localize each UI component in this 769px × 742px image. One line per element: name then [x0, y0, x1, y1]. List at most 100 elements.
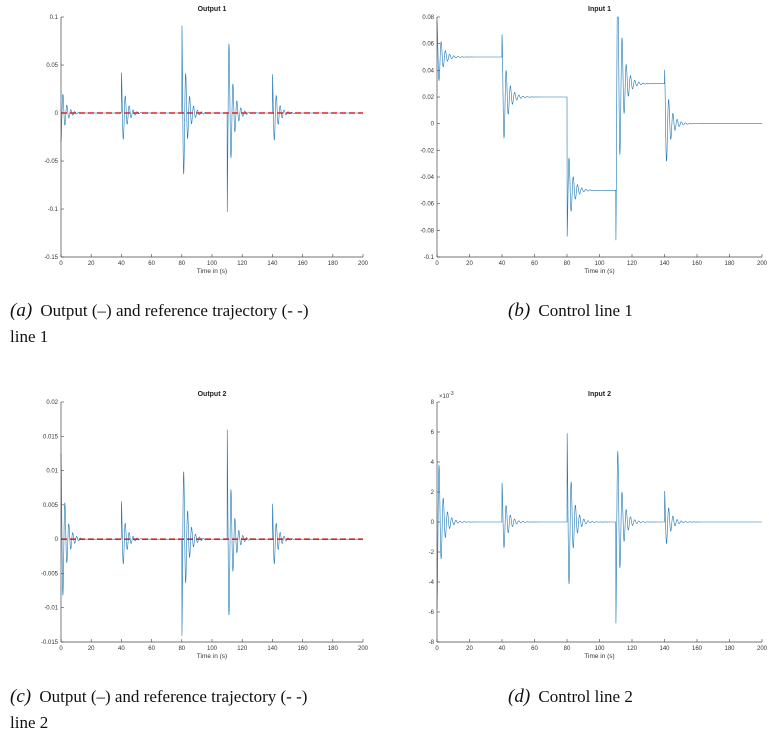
y-tick-label: 0.05 — [46, 63, 58, 69]
y-tick-label: -0.04 — [420, 175, 434, 181]
x-tick-label: 120 — [627, 646, 638, 652]
caption-d-text: Control line 2 — [538, 687, 633, 706]
x-tick-label: 160 — [692, 646, 703, 652]
x-tick-label: 40 — [118, 261, 125, 267]
x-tick-label: 80 — [178, 646, 185, 652]
caption-a-text2: line 1 — [10, 327, 49, 346]
x-tick-label: 20 — [466, 261, 473, 267]
chart-title: Input 2 — [588, 391, 611, 398]
chart-title: Output 2 — [198, 391, 227, 398]
chart-input-2-svg: 0 20 40 60 80 100 120 140 160 180 200 -8 -6 -4 -2 0 2 4 6 8… — [429, 391, 768, 660]
y-tick-label: 0.04 — [422, 68, 434, 74]
x-tick-label: 20 — [88, 261, 95, 267]
y-tick-label: -0.02 — [420, 148, 434, 154]
caption-b-label: (b) — [508, 300, 531, 321]
series-line — [436, 16, 762, 241]
y-tick-label: -2 — [429, 550, 435, 556]
x-tick-label: 40 — [499, 646, 506, 652]
y-tick-label: -0.015 — [41, 640, 59, 646]
x-tick-label: 140 — [267, 261, 278, 267]
x-tick-label: 60 — [531, 261, 538, 267]
y-tick-label: 0.01 — [46, 469, 58, 475]
x-tick-label: 180 — [328, 646, 339, 652]
caption-a: (a) Output (–) and reference trajectory … — [10, 298, 390, 350]
y-tick-label: 0.005 — [43, 503, 59, 509]
y-tick-label: -6 — [429, 610, 435, 616]
y-tick-label: -0.15 — [44, 255, 58, 261]
x-tick-label: 60 — [148, 261, 155, 267]
x-tick-label: 0 — [59, 646, 63, 652]
x-tick-label: 100 — [594, 261, 605, 267]
y-tick-label: -4 — [429, 580, 435, 586]
caption-d-label: (d) — [508, 686, 531, 707]
y-tick-label: 0 — [55, 111, 59, 117]
y-tick-label: 0.06 — [422, 42, 434, 48]
plot-area — [437, 17, 762, 257]
caption-b-text: Control line 1 — [538, 301, 633, 320]
x-tick-label: 0 — [59, 261, 63, 267]
x-tick-label: 60 — [148, 646, 155, 652]
x-tick-label: 80 — [178, 261, 185, 267]
y-tick-label: -0.05 — [44, 159, 58, 165]
chart-input-2: 0 20 40 60 80 100 120 140 160 180 200 -8 -6 -4 -2 0 2 4 6 8… — [394, 385, 769, 675]
y-tick-label: 0.015 — [43, 434, 59, 440]
caption-c-text2: line 2 — [10, 713, 49, 732]
y-tick-label: -8 — [429, 640, 435, 646]
y-tick-label: 0.1 — [50, 15, 59, 21]
y-tick-label: 0 — [431, 520, 435, 526]
caption-a-label: (a) — [10, 300, 33, 321]
x-tick-label: 200 — [757, 646, 768, 652]
x-tick-label: 120 — [627, 261, 638, 267]
x-tick-label: 160 — [298, 261, 309, 267]
x-tick-label: 180 — [724, 261, 735, 267]
y-tick-label: -0.01 — [44, 606, 58, 612]
chart-output-2: 0 20 40 60 80 100 120 140 160 180 200 -0.015 -0.01 -0… — [0, 385, 380, 675]
y-tick-label: 0.08 — [422, 15, 434, 21]
x-tick-label: 0 — [435, 261, 439, 267]
series-line — [436, 433, 762, 624]
caption-d: (d) Control line 2 — [508, 684, 758, 710]
chart-output-1: 0 20 40 60 80 100 120 140 160 180 200 -0.15 -0.1 -0.0… — [0, 0, 380, 290]
y-tick-label: 8 — [431, 400, 435, 406]
x-tick-label: 140 — [659, 261, 670, 267]
x-tick-label: 180 — [328, 261, 339, 267]
chart-title: Input 1 — [588, 6, 611, 13]
y-tick-label: 0 — [431, 122, 435, 128]
caption-c-label: (c) — [10, 686, 32, 707]
x-axis-label: Time in (s) — [197, 653, 227, 660]
chart-output-2-svg: 0 20 40 60 80 100 120 140 160 180 200 -0.015 -0.01 -0… — [41, 391, 369, 660]
y-tick-label: -0.08 — [420, 228, 434, 234]
y-tick-label: 0 — [55, 537, 59, 543]
x-axis-label: Time in (s) — [197, 268, 227, 275]
caption-c: (c) Output (–) and reference trajectory … — [10, 684, 390, 736]
y-tick-label: 0.02 — [422, 95, 434, 101]
y-tick-label: 0.02 — [46, 400, 58, 406]
x-tick-label: 200 — [358, 261, 369, 267]
y-tick-label: -0.06 — [420, 202, 434, 208]
x-tick-label: 200 — [358, 646, 369, 652]
y-tick-label: 4 — [431, 460, 435, 466]
y-tick-label: -0.005 — [41, 571, 59, 577]
x-tick-label: 120 — [237, 261, 248, 267]
x-tick-label: 100 — [594, 646, 605, 652]
x-tick-label: 80 — [564, 646, 571, 652]
x-tick-label: 140 — [267, 646, 278, 652]
x-tick-label: 140 — [659, 646, 670, 652]
x-tick-label: 160 — [692, 261, 703, 267]
x-tick-label: 20 — [466, 646, 473, 652]
y-tick-label: 2 — [431, 490, 435, 496]
x-tick-label: 40 — [499, 261, 506, 267]
x-tick-label: 0 — [435, 646, 439, 652]
caption-a-text: Output (–) and reference trajectory (- -… — [40, 301, 309, 320]
x-tick-label: 100 — [207, 261, 218, 267]
x-axis-label: Time in (s) — [584, 268, 614, 275]
y-tick-label: 6 — [431, 430, 435, 436]
x-tick-label: 20 — [88, 646, 95, 652]
plot-area — [61, 17, 363, 257]
x-axis-label: Time in (s) — [584, 653, 614, 660]
x-tick-label: 100 — [207, 646, 218, 652]
chart-output-1-svg: 0 20 40 60 80 100 120 140 160 180 200 -0.15 -0.1 -0.0… — [44, 6, 369, 275]
y-tick-label: -0.1 — [48, 207, 59, 213]
chart-input-1-svg: 0 20 40 60 80 100 120 140 160 180 200 -0.1 -0.08 -0.0… — [420, 6, 767, 275]
x-tick-label: 120 — [237, 646, 248, 652]
